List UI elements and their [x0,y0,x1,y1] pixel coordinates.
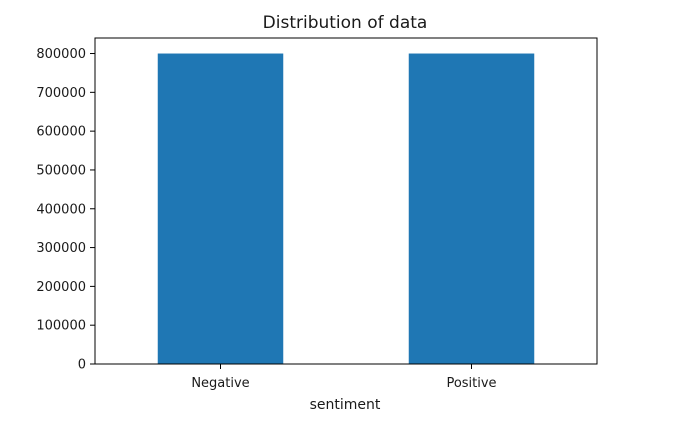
y-axis: 0 100000 200000 300000 400000 500000 600000 700… [36,47,95,373]
y-tick-label: 800000 [36,47,86,62]
bar-positive [408,53,535,365]
chart-title: Distribution of data [263,13,428,33]
x-tick-label: Negative [191,376,249,391]
y-tick-label: 100000 [36,319,86,334]
bar-negative [157,53,284,365]
y-tick-label: 700000 [36,86,86,101]
y-tick-label: 400000 [36,202,86,217]
y-tick-label: 0 [78,358,86,373]
y-tick-label: 200000 [36,280,86,295]
x-axis-label: sentiment [310,397,381,413]
y-tick-label: 600000 [36,125,86,140]
y-tick-label: 500000 [36,163,86,178]
x-tick-label: Positive [446,376,496,391]
x-axis: Negative Positive [191,364,497,391]
bars-group [157,53,535,365]
y-tick-label: 300000 [36,241,86,256]
plot-area-frame [94,37,598,365]
